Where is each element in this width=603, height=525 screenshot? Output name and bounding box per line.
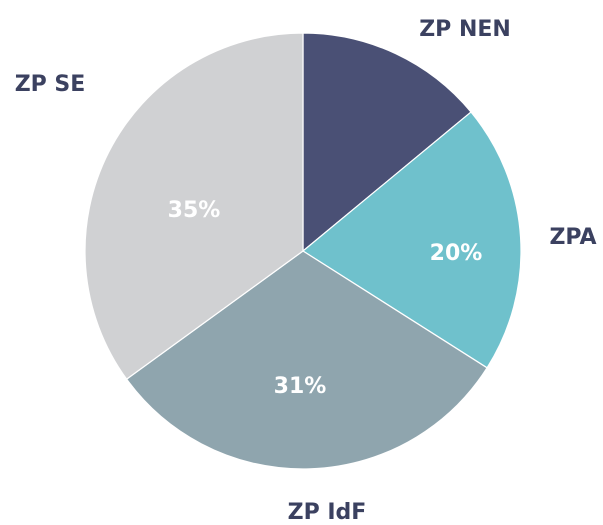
pie-slice bbox=[302, 32, 472, 253]
category-label: ZP IdF bbox=[288, 500, 367, 525]
pie-slice bbox=[301, 111, 522, 369]
value-label: 35% bbox=[168, 198, 221, 223]
value-label: 20% bbox=[430, 241, 483, 266]
category-label: ZP SE bbox=[15, 72, 86, 97]
category-label: ZPA bbox=[549, 225, 596, 250]
pie-slice bbox=[125, 250, 488, 470]
pie-slice bbox=[84, 32, 304, 380]
value-label: 31% bbox=[274, 374, 327, 399]
category-label: ZP NEN bbox=[419, 17, 511, 42]
